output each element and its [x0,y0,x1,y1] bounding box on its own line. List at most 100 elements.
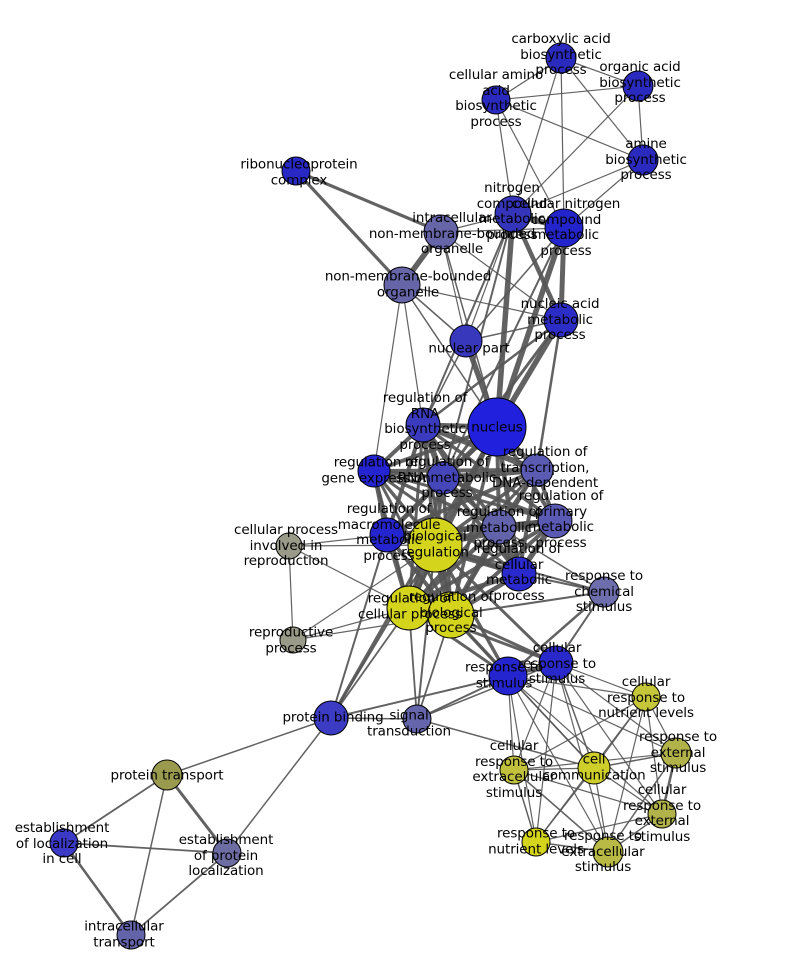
graph-edge [555,662,595,769]
graph-edge [330,675,509,719]
graph-edge [513,769,663,815]
graph-edge [166,717,332,776]
graph-node-carboxylic-acid-biosynthetic-process[interactable] [545,42,577,74]
graph-edge [498,526,605,593]
graph-node-organic-acid-biosynthetic-process[interactable] [622,70,654,102]
graph-edge [433,543,558,665]
graph-edge [130,852,228,936]
graph-edge [513,662,557,771]
graph-node-protein-binding[interactable] [313,700,349,736]
graph-edge [507,675,647,698]
graph-edge [63,774,168,844]
graph-edge [450,591,605,616]
graph-node-nuclear-part[interactable] [449,324,483,358]
graph-edge [407,519,557,610]
graph-node-protein-transport[interactable] [151,759,183,791]
graph-node-regulation-of-gene-expression[interactable] [357,454,391,488]
graph-edge [607,752,677,853]
graph-node-cellular-response-to-external-stimulus[interactable] [647,799,677,829]
graph-edge [510,213,564,321]
graph-edge [465,213,514,342]
graph-edge [416,718,595,769]
graph-edge [513,769,609,853]
graph-node-response-to-external-stimulus[interactable] [660,737,692,769]
graph-node-amine-biosynthetic-process[interactable] [627,144,659,176]
graph-edge [288,545,410,609]
graph-edge [513,696,647,771]
graph-edge [494,213,516,428]
graph-edge [555,662,677,754]
graph-edge [465,227,565,342]
graph-node-regulation-of-cellular-metabolic-process[interactable] [501,556,537,592]
graph-node-response-to-nutrient-levels[interactable] [521,827,551,857]
graph-node-cellular-nitrogen-compound-metabolic-process[interactable] [544,208,584,248]
graph-node-intracellular-non-membrane-bounded-organelle[interactable] [423,214,459,250]
graph-node-regulation-of-transcription-dna-dependent[interactable] [520,453,554,487]
graph-node-reproductive-process[interactable] [279,626,307,654]
graph-edge [555,662,663,815]
graph-edge [495,99,565,229]
graph-edge [130,774,168,936]
graph-edge [507,675,595,769]
graph-node-non-membrane-bounded-organelle[interactable] [383,266,421,304]
graph-edge [401,284,424,426]
graph-node-cellular-response-to-nutrient-levels[interactable] [631,682,661,712]
graph-edge [63,842,228,854]
graph-node-regulation-of-rna-metabolic-process[interactable] [426,461,460,495]
graph-node-regulation-of-cellular-process[interactable] [386,585,432,631]
graph-edge [535,319,563,471]
graph-node-regulation-of-metabolic-process[interactable] [481,509,517,545]
graph-edge [294,169,404,287]
graph-node-signal-transduction[interactable] [402,704,432,734]
graph-edge [416,662,557,720]
graph-edge [449,426,499,616]
graph-node-nucleus[interactable] [467,397,527,457]
graph-node-establishment-of-protein-localization[interactable] [212,838,242,868]
graph-edge [422,213,514,426]
graph-edge [560,57,644,161]
graph-node-regulation-of-macromolecule-metabolic-process[interactable] [369,517,405,553]
graph-node-intracellular-transport[interactable] [116,920,146,950]
graph-node-regulation-of-primary-metabolic-process[interactable] [537,503,573,539]
graph-edge [442,227,565,479]
graph-edge [62,842,133,936]
graph-node-response-to-extracellular-stimulus[interactable] [592,836,624,868]
graph-edge [373,284,403,472]
graph-node-nucleic-acid-metabolic-process[interactable] [543,302,579,338]
graph-edge [440,231,562,321]
graph-node-biological-regulation[interactable] [407,517,463,573]
graph-edge [295,169,442,234]
graph-edge [440,227,565,233]
graph-edge [512,85,639,215]
graph-node-cellular-response-to-extracellular-stimulus[interactable] [499,755,529,785]
graph-edge [330,534,388,719]
graph-edge [607,696,647,853]
graph-edge [422,319,562,426]
node-group [49,42,692,950]
graph-node-establishment-of-localization-in-cell[interactable] [49,828,79,858]
graph-node-response-to-stimulus[interactable] [488,656,528,696]
graph-node-response-to-chemical-stimulus[interactable] [588,576,620,608]
graph-edge [386,468,538,537]
graph-node-cellular-process-involved-in-reproduction[interactable] [275,532,303,560]
graph-edge [560,57,565,229]
graph-edge [495,99,644,161]
graph-edge [507,675,609,853]
graph-edge [401,284,562,321]
graph-edge [512,159,644,215]
graph-node-cellular-response-to-stimulus[interactable] [538,645,574,681]
graph-edge [329,426,499,719]
graph-node-nitrogen-compound-metabolic-process[interactable] [494,195,532,233]
graph-edge [512,57,562,215]
graph-node-regulation-of-biological-process[interactable] [427,591,475,639]
graph-node-ribonucleoprotein-complex[interactable] [281,156,311,186]
graph-node-cellular-amino-acid-biosynthetic-process[interactable] [481,85,511,115]
graph-node-regulation-of-rna-biosynthetic-process[interactable] [405,407,441,443]
graph-node-cell-communication[interactable] [577,751,611,785]
graph-edge [535,813,663,843]
graph-edge [495,99,514,215]
graph-edge [507,591,605,677]
graph-edge [226,717,332,854]
